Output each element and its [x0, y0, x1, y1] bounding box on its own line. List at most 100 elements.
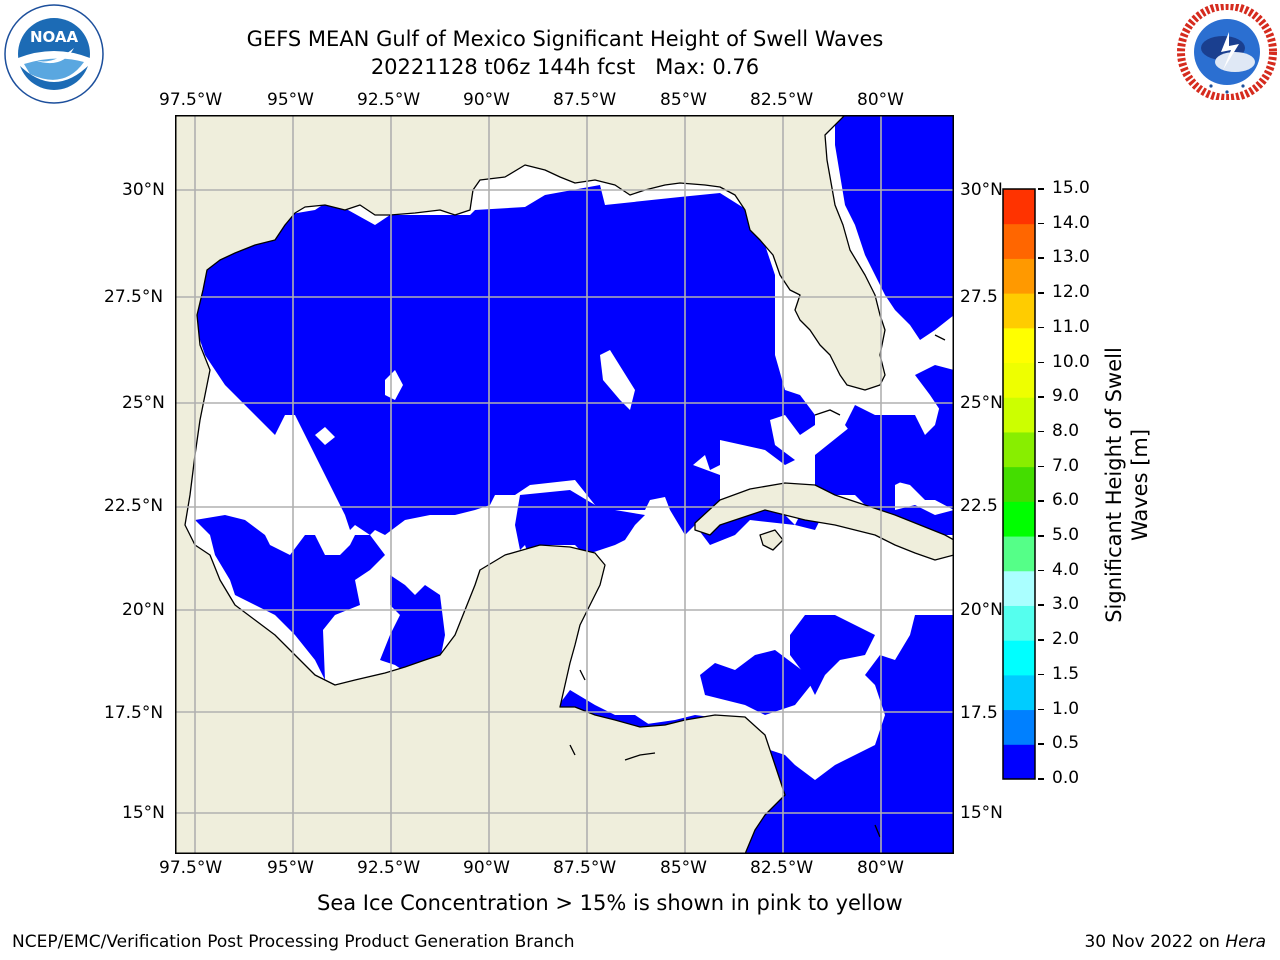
colorbar-tick-label: 12.0: [1052, 282, 1090, 303]
colorbar-ticks: 0.0 0.5 1.0 1.5 2.0 3.0 4.0 5.0 6.0 7.0 8.0 9.0 10.0…: [1038, 178, 1098, 800]
colorbar-tick-label: 1.5: [1052, 663, 1080, 684]
sea-ice-caption: Sea Ice Concentration > 15% is shown in …: [317, 891, 903, 915]
lon-label-top: 90°W: [463, 90, 510, 110]
colorbar-tick-mark: [1038, 430, 1044, 433]
colorbar-segment: [1003, 223, 1035, 259]
colorbar-tick-label: 15.0: [1052, 178, 1090, 198]
lon-label-top: 97.5°W: [159, 90, 223, 110]
colorbar-segment: [1003, 536, 1035, 572]
colorbar-tick-mark: [1038, 535, 1044, 537]
lat-label-left: 20°N: [122, 600, 165, 620]
colorbar-tick-mark: [1038, 465, 1044, 468]
colorbar-tick-mark: [1038, 604, 1044, 606]
colorbar-segment: [1003, 466, 1035, 502]
colorbar-segment: [1003, 293, 1035, 329]
lat-label-right: 17.5: [960, 703, 998, 723]
colorbar-tick-label: 0.5: [1052, 733, 1080, 754]
lat-label-left: 22.5°N: [104, 496, 164, 516]
land: [175, 115, 954, 854]
colorbar-tick-label: 7.0: [1052, 455, 1080, 476]
grid-lines: [175, 115, 954, 854]
lat-label-left: 15°N: [122, 803, 165, 823]
lat-label-left: 25°N: [122, 393, 165, 413]
no-data-patches: [265, 350, 635, 475]
colorbar-segment: [1003, 744, 1035, 780]
colorbar-segment: [1003, 674, 1035, 711]
colorbar-tick-mark: [1038, 188, 1044, 190]
lat-label-right: 22.5: [960, 496, 998, 516]
nws-logo: [1177, 2, 1277, 102]
colorbar-tick-label: 8.0: [1052, 420, 1080, 441]
colorbar-tick-mark: [1038, 743, 1044, 745]
lat-label-right: 30°N: [960, 180, 1003, 200]
colorbar-segment: [1003, 258, 1035, 294]
colorbar: [1002, 188, 1036, 780]
lon-label-bottom: 87.5°W: [553, 858, 617, 878]
lat-label-right: 15°N: [960, 803, 1003, 823]
lat-label-right: 27.5: [960, 287, 998, 307]
noaa-logo-text: NOAA: [30, 28, 79, 46]
map-panel: [175, 115, 954, 854]
lon-label-bottom: 90°W: [463, 858, 510, 878]
lat-label-right: 20°N: [960, 600, 1003, 620]
colorbar-tick-mark: [1038, 326, 1044, 329]
colorbar-label-line1: Significant Height of Swell: [1102, 347, 1126, 623]
colorbar-label: Significant Height of Swell Waves [m]: [1097, 185, 1157, 785]
colorbar-segment: [1003, 501, 1035, 537]
lat-label-left: 27.5°N: [104, 287, 164, 307]
swell-field: [195, 115, 954, 854]
footer-credit: NCEP/EMC/Verification Post Processing Pr…: [12, 932, 575, 952]
footer-date-text: 30 Nov 2022 on: [1084, 932, 1226, 952]
colorbar-tick-label: 13.0: [1052, 247, 1090, 268]
colorbar-tick-label: 5.0: [1052, 525, 1080, 546]
colorbar-tick-label: 9.0: [1052, 386, 1080, 407]
lon-label-bottom: 95°W: [267, 858, 314, 878]
chart-subtitle: 20221128 t06z 144h fcst Max: 0.76: [370, 55, 760, 79]
colorbar-tick-label: 4.0: [1052, 559, 1080, 580]
footer-host: Hera: [1225, 932, 1266, 952]
lat-label-left: 17.5°N: [104, 703, 164, 723]
colorbar-tick-mark: [1038, 222, 1044, 225]
colorbar-frame: [1002, 188, 1036, 780]
lon-label-bottom: 80°W: [857, 858, 904, 878]
footer-date: 30 Nov 2022 on Hera: [1084, 932, 1266, 952]
lon-label-top: 82.5°W: [750, 90, 814, 110]
colorbar-segment: [1003, 431, 1035, 468]
colorbar-segment: [1003, 189, 1035, 225]
map-frame: [175, 115, 954, 854]
colorbar-segment: [1003, 640, 1035, 676]
colorbar-tick-mark: [1038, 396, 1044, 398]
colorbar-segment: [1003, 362, 1035, 398]
lat-label-right: 25°N: [960, 393, 1003, 413]
lon-label-top: 87.5°W: [553, 90, 617, 110]
lon-label-bottom: 82.5°W: [750, 858, 814, 878]
lon-label-top: 85°W: [660, 90, 707, 110]
colorbar-tick-label: 11.0: [1052, 316, 1090, 337]
colorbar-label-line2: Waves [m]: [1128, 429, 1152, 541]
colorbar-segment: [1003, 605, 1035, 641]
colorbar-tick-mark: [1038, 778, 1044, 780]
coast-details: [569, 334, 946, 838]
colorbar-segment: [1003, 570, 1035, 606]
colorbar-tick-mark: [1038, 500, 1044, 502]
colorbar-tick-label: 2.0: [1052, 629, 1080, 650]
colorbar-tick-mark: [1038, 673, 1044, 676]
colorbar-segment: [1003, 709, 1035, 745]
colorbar-tick-mark: [1038, 569, 1044, 572]
colorbar-tick-label: 10.0: [1052, 351, 1090, 372]
colorbar-tick-label: 3.0: [1052, 594, 1080, 615]
colorbar-tick-mark: [1038, 639, 1044, 641]
colorbar-tick-mark: [1038, 708, 1044, 711]
lon-label-bottom: 92.5°W: [357, 858, 421, 878]
colorbar-tick-label: 0.0: [1052, 768, 1080, 788]
lon-label-top: 80°W: [857, 90, 904, 110]
lon-label-top: 92.5°W: [357, 90, 421, 110]
lat-label-left: 30°N: [122, 180, 165, 200]
colorbar-tick-label: 14.0: [1052, 212, 1090, 233]
colorbar-tick-mark: [1038, 257, 1044, 259]
colorbar-tick-mark: [1038, 292, 1044, 294]
lon-label-bottom: 85°W: [660, 858, 707, 878]
colorbar-tick-label: 6.0: [1052, 490, 1080, 511]
noaa-logo: NOAA: [4, 4, 104, 104]
colorbar-tick-mark: [1038, 361, 1044, 364]
